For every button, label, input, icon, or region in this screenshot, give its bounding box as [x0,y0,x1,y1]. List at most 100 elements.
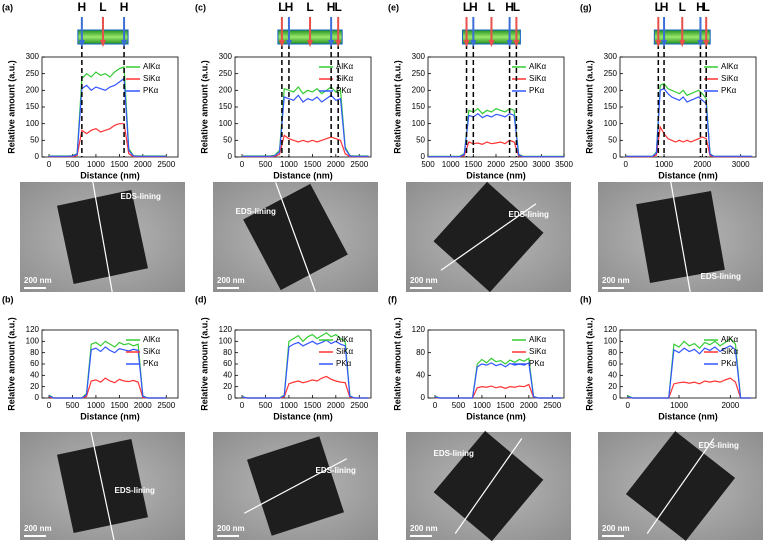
data-line [241,339,369,399]
probe-label: L [655,0,662,14]
probe-label: H [285,0,294,14]
y-tick-label: 200 [604,85,618,94]
x-tick-label: 2500 [157,160,175,169]
probe-label: L [278,0,285,14]
x-tick-label: 0 [240,401,245,410]
plot-frame [427,56,565,158]
y-tick-label: 50 [608,135,617,144]
probe-arrowhead [99,40,106,47]
y-tick-label: 150 [412,102,426,111]
x-tick-label: 1000 [87,401,105,410]
y-tick-label: 40 [223,370,232,379]
x-tick-label: 2500 [350,160,368,169]
x-tick-label: 2000 [327,160,345,169]
legend-label: SiKα [143,74,160,83]
y-tick-label: 0 [228,393,233,402]
y-tick-label: 20 [608,382,617,391]
data-line [428,107,564,157]
y-axis-title: Relative amount (a.u.) [6,317,16,411]
y-tick-label: 0 [228,152,233,161]
plot-frame [619,56,757,158]
tem-image: EDS-lining 200 nm [598,431,763,541]
y-tick-label: 120 [26,325,40,334]
legend-label: PKα [721,359,737,368]
y-axis-title: Relative amount (a.u.) [584,60,594,154]
legend-label: SiKα [529,74,546,83]
y-tick-label: 60 [223,359,232,368]
legend-label: AlKα [721,335,738,344]
y-tick-label: 150 [219,102,233,111]
probe-arrowhead [328,40,335,47]
y-tick-label: 0 [421,152,426,161]
x-tick-label: 500 [259,401,273,410]
legend-label: PKα [143,359,159,368]
y-tick-label: 250 [26,69,40,78]
probe-arrowhead [121,40,128,47]
x-tick-label: 3000 [732,160,750,169]
legend-label: SiKα [721,74,738,83]
tem-image: EDS-lining 200 nm [213,182,378,292]
scale-label: 200 nm [24,276,52,285]
data-line [627,377,751,399]
eds-line [91,179,114,295]
legend-label: SiKα [529,347,546,356]
probe-label: L [335,0,342,14]
eds-label: EDS-lining [699,441,740,450]
x-tick-label: 500 [66,401,80,410]
panel-label: (f) [388,294,397,304]
y-axis-title: Relative amount (a.u.) [392,60,402,154]
eds-line [646,438,715,534]
y-tick-label: 0 [35,152,40,161]
x-tick-label: 3500 [555,160,573,169]
plot-frame [41,56,179,158]
x-axis-title: Distance (nm) [466,411,526,421]
x-tick-label: 2500 [543,401,561,410]
data-line [242,86,369,157]
eds-label: EDS-lining [121,192,162,201]
y-tick-label: 200 [26,85,40,94]
x-tick-label: 2000 [520,401,538,410]
data-line [625,87,753,157]
data-line [48,346,167,399]
x-tick-label: 1000 [280,160,298,169]
panel-label: (e) [388,2,399,12]
legend-label: PKα [529,86,545,95]
x-tick-label: 2500 [157,401,175,410]
y-tick-label: 100 [604,119,618,128]
data-line [49,77,167,157]
legend-label: SiKα [143,347,160,356]
probe-arrowhead [335,40,342,47]
legend-label: PKα [336,359,352,368]
y-tick-label: 300 [219,52,233,61]
panel-label: (b) [2,294,14,304]
scale-label: 200 nm [24,524,52,533]
x-axis-title: Distance (nm) [80,170,140,180]
legend-label: AlKα [336,62,353,71]
panel-label: (c) [195,2,206,12]
y-tick-label: 40 [608,370,617,379]
probe-label: H [469,0,478,14]
legend-label: SiKα [336,74,353,83]
x-tick-label: 0 [433,401,438,410]
y-tick-label: 300 [412,52,426,61]
eds-line [244,458,347,514]
scale-label: 200 nm [602,276,630,285]
y-tick-label: 50 [416,135,425,144]
eds-line [454,438,523,534]
x-tick-label: 0 [47,160,52,169]
probe-arrowhead [463,40,470,47]
x-tick-label: 1500 [110,160,128,169]
y-tick-label: 0 [613,393,618,402]
probe-label: L [703,0,710,14]
y-axis-title: Relative amount (a.u.) [199,317,209,411]
x-tick-label: 500 [259,160,273,169]
data-line [48,377,167,399]
y-tick-label: 100 [412,119,426,128]
data-line [625,125,753,158]
x-tick-label: 1000 [280,401,298,410]
y-tick-label: 80 [416,348,425,357]
y-tick-label: 40 [416,370,425,379]
panel-label: (a) [2,2,13,12]
plot-frame [427,329,565,399]
x-tick-label: 0 [625,401,630,410]
